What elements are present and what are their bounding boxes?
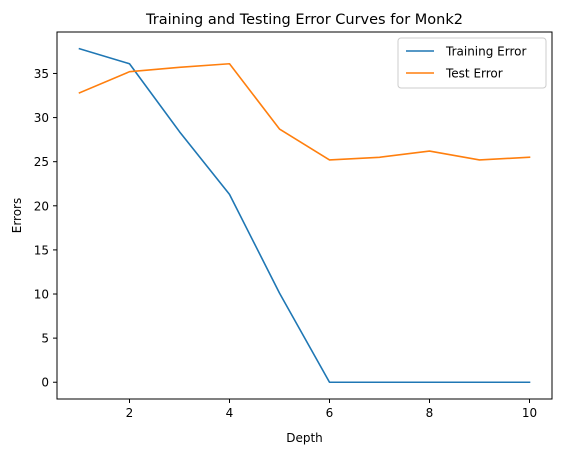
series-line-training-error [80,49,530,382]
legend: Training Error Test Error [398,38,546,88]
x-tick-label: 2 [126,406,134,420]
x-axis-label: Depth [286,431,323,445]
series-layer [80,49,530,382]
y-tick-label: 0 [41,376,49,390]
y-tick-label: 10 [34,288,49,302]
x-tick-label: 4 [226,406,234,420]
x-tick-label: 8 [426,406,434,420]
y-tick-label: 20 [34,199,49,213]
x-axis: 2 4 6 8 10 [126,399,537,420]
y-tick-label: 35 [34,67,49,81]
x-tick-label: 10 [522,406,537,420]
y-tick-label: 30 [34,111,49,125]
y-tick-label: 25 [34,155,49,169]
legend-label: Training Error [445,45,526,59]
y-tick-label: 5 [41,332,49,346]
y-axis-label: Errors [10,198,24,234]
legend-label: Test Error [445,67,503,81]
x-tick-label: 6 [326,406,334,420]
y-tick-label: 15 [34,243,49,257]
chart-title: Training and Testing Error Curves for Mo… [145,12,463,28]
y-axis: 0 5 10 15 20 25 30 35 [34,67,57,390]
